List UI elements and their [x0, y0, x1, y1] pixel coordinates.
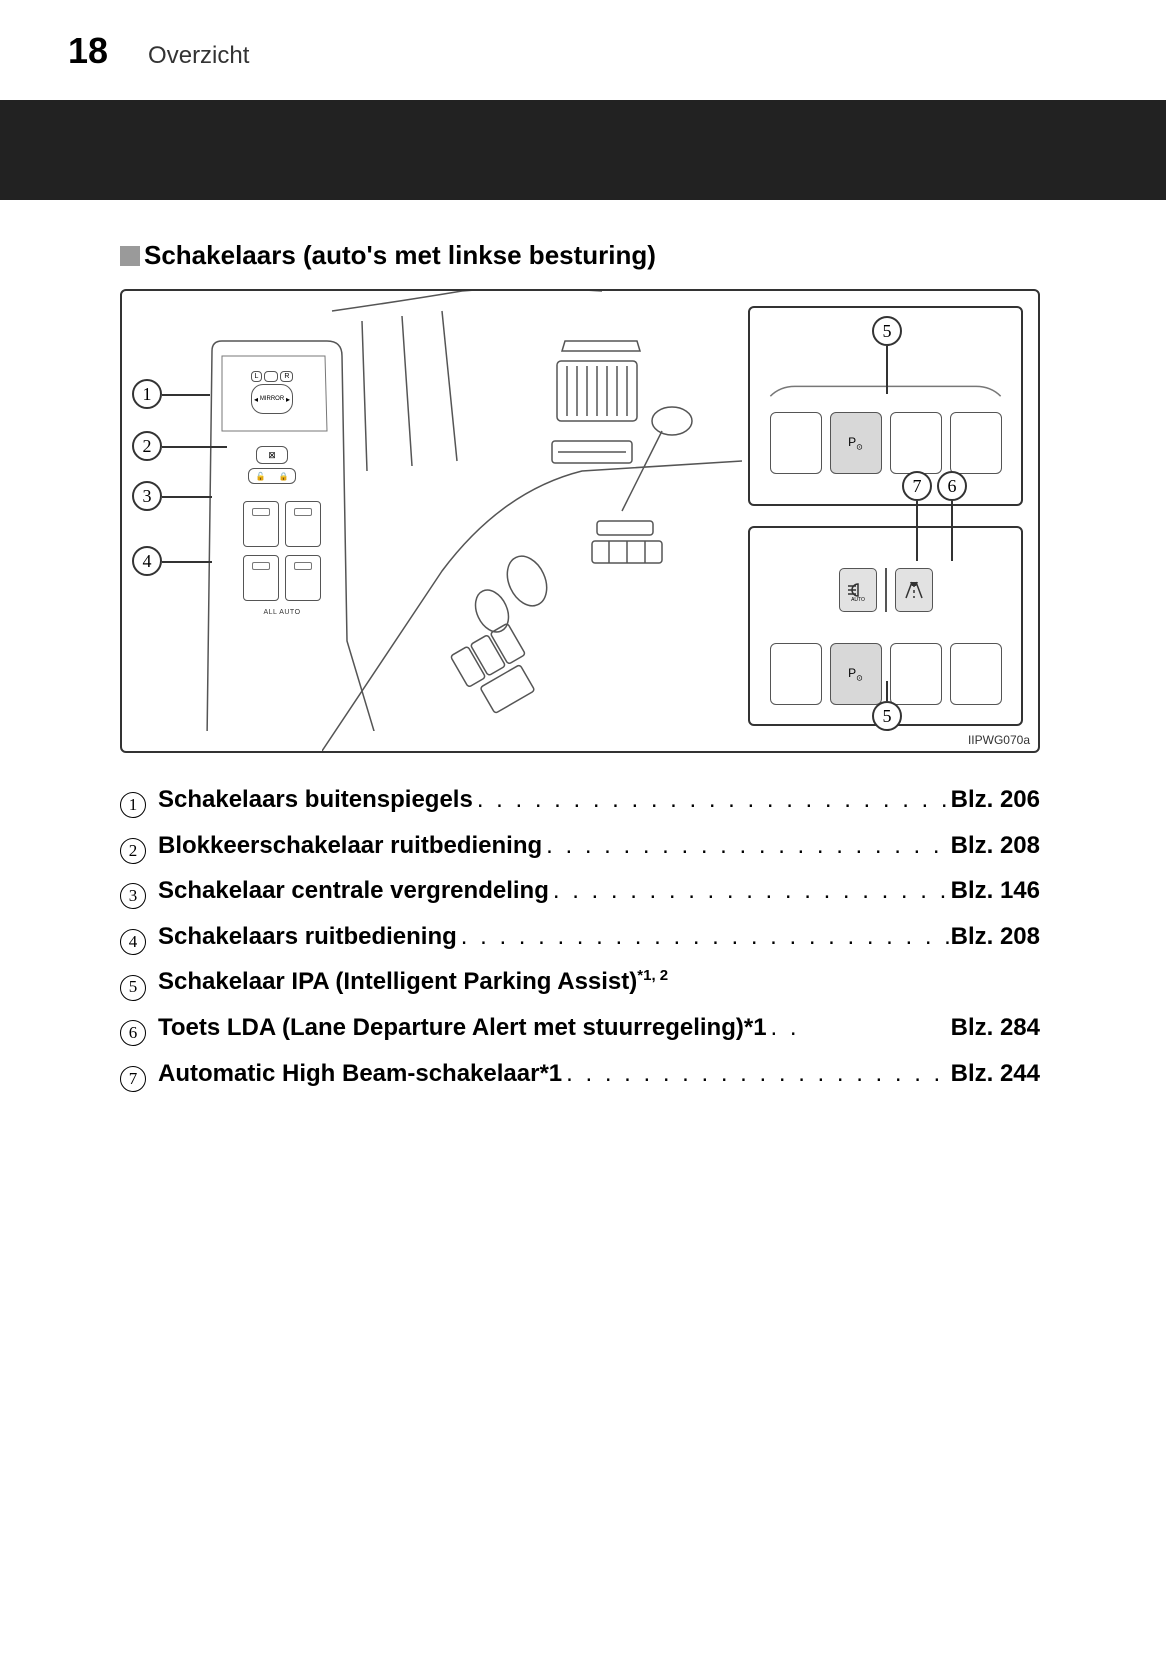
inset-bottom-upper: AUTO	[839, 568, 933, 612]
dashboard-icon	[322, 291, 742, 751]
p-icon: P⊙	[848, 666, 863, 682]
subheading-text: Schakelaars (auto's met linkse besturing…	[144, 240, 656, 271]
blank-button	[890, 643, 942, 705]
item-list: 1 Schakelaars buitenspiegels . . . . . .…	[120, 777, 1040, 1096]
leader-dots: . . . . . . . . . . . . . . . . . . . . …	[457, 914, 951, 960]
callout-7: 7	[902, 471, 932, 501]
blank-button	[770, 643, 822, 705]
item-page: Blz. 284	[951, 1005, 1040, 1051]
list-item: 7 Automatic High Beam-schakelaar*1 . . .…	[120, 1051, 1040, 1097]
callout-line	[162, 394, 210, 396]
callout-5-top: 5	[872, 316, 902, 346]
item-number: 3	[120, 883, 146, 909]
mirror-fold-button	[264, 371, 278, 382]
item-number: 4	[120, 929, 146, 955]
callout-line	[886, 681, 888, 701]
item-number: 5	[120, 975, 146, 1001]
item-number: 7	[120, 1066, 146, 1092]
ipa-button: P⊙	[830, 643, 882, 705]
window-switch-fl	[243, 501, 279, 547]
all-auto-label: ALL AUTO	[227, 609, 337, 616]
leader-dots: . . . . . . . . . . . . . . . . . . . . …	[473, 777, 951, 823]
item-page: Blz. 146	[951, 868, 1040, 914]
mirror-left-button: L	[251, 371, 263, 382]
svg-text:AUTO: AUTO	[851, 597, 865, 602]
mirror-controls: L R MIRROR	[227, 371, 317, 423]
item-page: Blz. 244	[951, 1051, 1040, 1097]
list-item: 6 Toets LDA (Lane Departure Alert met st…	[120, 1005, 1040, 1051]
leader-dots: . . . . . . . . . . . . . . . . . . . . …	[549, 868, 951, 914]
list-item: 3 Schakelaar centrale vergrendeling . . …	[120, 868, 1040, 914]
item-page: Blz. 208	[951, 823, 1040, 869]
leader-dots: . . . . . . . . . . . . . . . . . . . . …	[562, 1051, 950, 1097]
item-label: Schakelaars buitenspiegels	[158, 777, 473, 823]
lane-departure-icon	[902, 578, 926, 602]
callout-line	[916, 501, 918, 561]
content-area: Schakelaars (auto's met linkse besturing…	[120, 240, 1040, 1096]
window-switch-rr	[285, 555, 321, 601]
image-code: IIPWG070a	[968, 733, 1030, 747]
callout-2: 2	[132, 431, 162, 461]
page-number: 18	[68, 30, 108, 72]
item-page: Blz. 208	[951, 914, 1040, 960]
callout-5-bot: 5	[872, 701, 902, 731]
mirror-right-button: R	[280, 371, 293, 382]
page-header: 18 Overzicht	[0, 0, 1166, 72]
callout-line	[886, 346, 888, 394]
item-number: 6	[120, 1020, 146, 1046]
inset-top-buttons: P⊙	[770, 412, 1002, 474]
item-page: Blz. 206	[951, 777, 1040, 823]
lda-button	[895, 568, 933, 612]
callout-line	[162, 496, 212, 498]
list-item: 1 Schakelaars buitenspiegels . . . . . .…	[120, 777, 1040, 823]
ipa-button: P⊙	[830, 412, 882, 474]
header-black-bar	[0, 100, 1166, 200]
item-label: Schakelaars ruitbediening	[158, 914, 457, 960]
window-lock-button: ⊠	[256, 446, 288, 464]
callout-line	[951, 501, 953, 561]
blank-button	[770, 412, 822, 474]
item-label: Schakelaar IPA (Intelligent Parking Assi…	[158, 959, 668, 1005]
dashboard-sketch	[322, 291, 742, 751]
p-icon: P⊙	[848, 435, 863, 451]
callout-6: 6	[937, 471, 967, 501]
high-beam-icon: AUTO	[846, 578, 870, 602]
callout-line	[162, 561, 212, 563]
section-title: Overzicht	[148, 42, 249, 70]
ahb-button: AUTO	[839, 568, 877, 612]
leader-dots: . . . . . . . . . . . . . . . . . . . . …	[542, 823, 950, 869]
list-item: 5 Schakelaar IPA (Intelligent Parking As…	[120, 959, 1040, 1005]
item-number: 1	[120, 792, 146, 818]
door-lock-button: 🔓🔒	[248, 468, 296, 484]
lock-controls: ⊠ 🔓🔒	[242, 446, 302, 484]
window-switch-rl	[243, 555, 279, 601]
window-switch-fr	[285, 501, 321, 547]
item-label: Automatic High Beam-schakelaar*1	[158, 1051, 562, 1097]
blank-button	[950, 643, 1002, 705]
divider	[885, 568, 887, 612]
blank-button	[950, 412, 1002, 474]
callout-4: 4	[132, 546, 162, 576]
blank-button	[890, 412, 942, 474]
callout-1: 1	[132, 379, 162, 409]
leader-dots: . .	[767, 1005, 951, 1051]
mirror-adjust-pad: MIRROR	[251, 384, 293, 414]
item-label: Toets LDA (Lane Departure Alert met stuu…	[158, 1005, 767, 1051]
subheading: Schakelaars (auto's met linkse besturing…	[120, 240, 1040, 271]
list-item: 2 Blokkeerschakelaar ruitbediening . . .…	[120, 823, 1040, 869]
callout-line	[162, 446, 227, 448]
callout-3: 3	[132, 481, 162, 511]
diagram: IIPWG070a 1 2 3 4 5 7 6 5 L	[120, 289, 1040, 753]
item-label: Schakelaar centrale vergrendeling	[158, 868, 549, 914]
item-number: 2	[120, 838, 146, 864]
window-switches: ALL AUTO	[227, 501, 337, 616]
list-item: 4 Schakelaars ruitbediening . . . . . . …	[120, 914, 1040, 960]
square-bullet-icon	[120, 246, 140, 266]
item-label: Blokkeerschakelaar ruitbediening	[158, 823, 542, 869]
